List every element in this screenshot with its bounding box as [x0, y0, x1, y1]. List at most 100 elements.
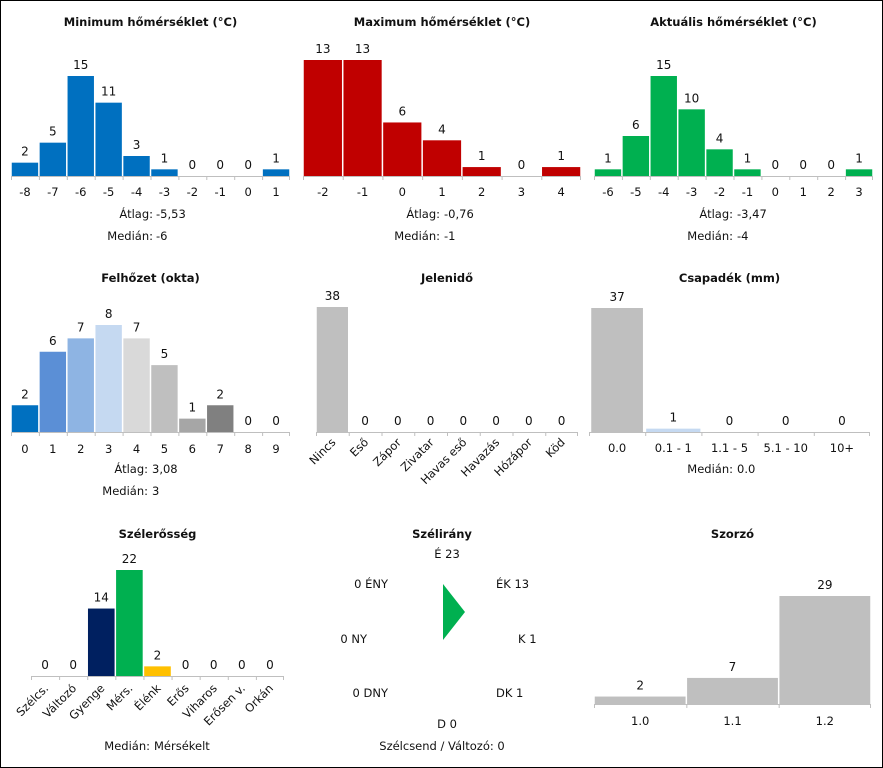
chart-title: Felhőzet (okta)	[101, 271, 200, 285]
x-tick-label: -1	[215, 185, 226, 199]
chart-cloud: Felhőzet (okta) 2 0 6 1 7 2 8 3 7 4 5 5 1 6 2 7 0 8 0 9 Átlag…	[11, 271, 290, 498]
stat-value: 0.0	[737, 462, 755, 476]
bar	[622, 136, 650, 176]
bar-value-label: 4	[438, 122, 446, 136]
bar-value-label: 11	[101, 85, 116, 99]
bar-value-label: 6	[398, 104, 406, 118]
bar	[678, 109, 705, 176]
x-tick-label: 0	[399, 185, 406, 199]
x-tick-label: 2	[827, 185, 834, 199]
x-tick-label: 1	[438, 185, 445, 199]
stat-label: Átlag:	[406, 206, 440, 221]
chart-title: Csapadék (mm)	[679, 271, 780, 285]
x-tick-label: 3	[855, 185, 862, 199]
chart-title: Szorzó	[711, 527, 754, 541]
x-tick-label: 4	[557, 185, 564, 199]
bar-value-label: 5	[49, 125, 57, 139]
x-tick-label: 3	[105, 442, 112, 456]
bar-value-label: 0	[799, 158, 807, 172]
chart-title: Jelenidő	[420, 271, 473, 285]
chart-winddir: Szélirány É 23 ÉK 13 K 1 DK 1 D 0 0 DNY 0 NY 0 É…	[340, 527, 536, 753]
bar-value-label: 0	[266, 658, 274, 672]
bar-value-label: 37	[609, 290, 624, 304]
bar-value-label: 1	[272, 151, 280, 165]
x-tick-label: -6	[602, 185, 613, 199]
stat-label: Átlag:	[699, 206, 733, 221]
x-tick-label: 0.1 - 1	[655, 441, 692, 455]
bar-value-label: 14	[94, 591, 109, 605]
bar	[144, 666, 171, 676]
x-tick-label: 0	[244, 185, 251, 199]
calm-variable-footer: Szélcsend / Változó: 0	[379, 739, 504, 753]
bar	[11, 162, 39, 176]
bar-value-label: 0	[69, 658, 77, 672]
chart-min: Minimum hőmérséklet (°C)2-85-715-611-53-…	[11, 15, 290, 243]
bar-value-label: 0	[394, 414, 402, 428]
wind-direction-label: 0 NY	[340, 632, 368, 646]
bar	[67, 76, 94, 176]
wind-direction-label: 0 DNY	[353, 686, 389, 700]
bar-value-label: 0	[492, 414, 500, 428]
stat-label: Átlag:	[119, 206, 153, 221]
stat-label: Medián:	[687, 229, 733, 243]
bar	[11, 405, 39, 432]
bar-value-label: 13	[355, 42, 370, 56]
bar-value-label: 0	[525, 414, 533, 428]
chart-title: Aktuális hőmérséklet (°C)	[650, 15, 817, 29]
bar-value-label: 7	[77, 320, 85, 334]
bar	[594, 169, 622, 176]
bar-value-label: 13	[315, 42, 330, 56]
bar-value-label: 1	[604, 151, 612, 165]
bar-value-label: 1	[478, 149, 486, 163]
bar	[462, 167, 501, 176]
chart-weather: Jelenidő38Nincs0Eső0Zápor0Zivatar0Havas …	[306, 271, 578, 487]
bar-value-label: 8	[105, 307, 113, 321]
bar-value-label: 0	[558, 414, 566, 428]
bar-value-label: 0	[41, 658, 49, 672]
x-tick-label: Mérs.	[103, 681, 135, 713]
x-tick-label: -3	[159, 185, 170, 199]
bar	[687, 677, 778, 704]
bar-value-label: 2	[21, 387, 29, 401]
x-tick-label: -5	[103, 185, 114, 199]
x-tick-label: 3	[518, 185, 525, 199]
stat-value: 3,08	[152, 462, 178, 476]
bar	[151, 169, 178, 176]
stat-value: Mérsékelt	[154, 739, 210, 753]
stat-value: -4	[737, 229, 748, 243]
bar	[706, 149, 733, 176]
bar-value-label: 0	[782, 414, 790, 428]
wind-direction-label: ÉK 13	[496, 576, 529, 591]
bar-value-label: 6	[49, 334, 57, 348]
bar-value-label: 29	[817, 578, 832, 592]
x-tick-label: 1.1	[723, 714, 741, 728]
bar	[542, 167, 581, 176]
bar	[316, 307, 348, 432]
bar	[179, 418, 206, 432]
bar	[594, 696, 686, 704]
bar-value-label: 0	[189, 158, 197, 172]
x-tick-label: 7	[217, 442, 224, 456]
x-tick-label: -1	[357, 185, 368, 199]
bar	[343, 60, 382, 176]
chart-cur: Aktuális hőmérséklet (°C)1-66-515-410-34…	[594, 15, 873, 243]
x-tick-label: -2	[317, 185, 328, 199]
bar-value-label: 10	[684, 91, 699, 105]
x-tick-label: -4	[131, 185, 142, 199]
x-tick-label: -8	[19, 185, 30, 199]
bar-value-label: 4	[716, 131, 724, 145]
x-tick-label: -4	[658, 185, 669, 199]
x-tick-label: 0.0	[608, 441, 626, 455]
chart-title: Minimum hőmérséklet (°C)	[64, 15, 237, 29]
x-tick-label: 1.1 - 5	[711, 441, 748, 455]
x-tick-label: 8	[244, 442, 251, 456]
bar-value-label: 2	[154, 648, 162, 662]
bar	[383, 122, 422, 176]
bar-value-label: 15	[73, 58, 88, 72]
x-tick-label: 1	[272, 185, 279, 199]
bar	[123, 338, 150, 432]
bar-value-label: 0	[427, 414, 435, 428]
x-tick-label: -6	[75, 185, 86, 199]
x-tick-label: 0	[772, 185, 779, 199]
bar-value-label: 3	[133, 138, 141, 152]
